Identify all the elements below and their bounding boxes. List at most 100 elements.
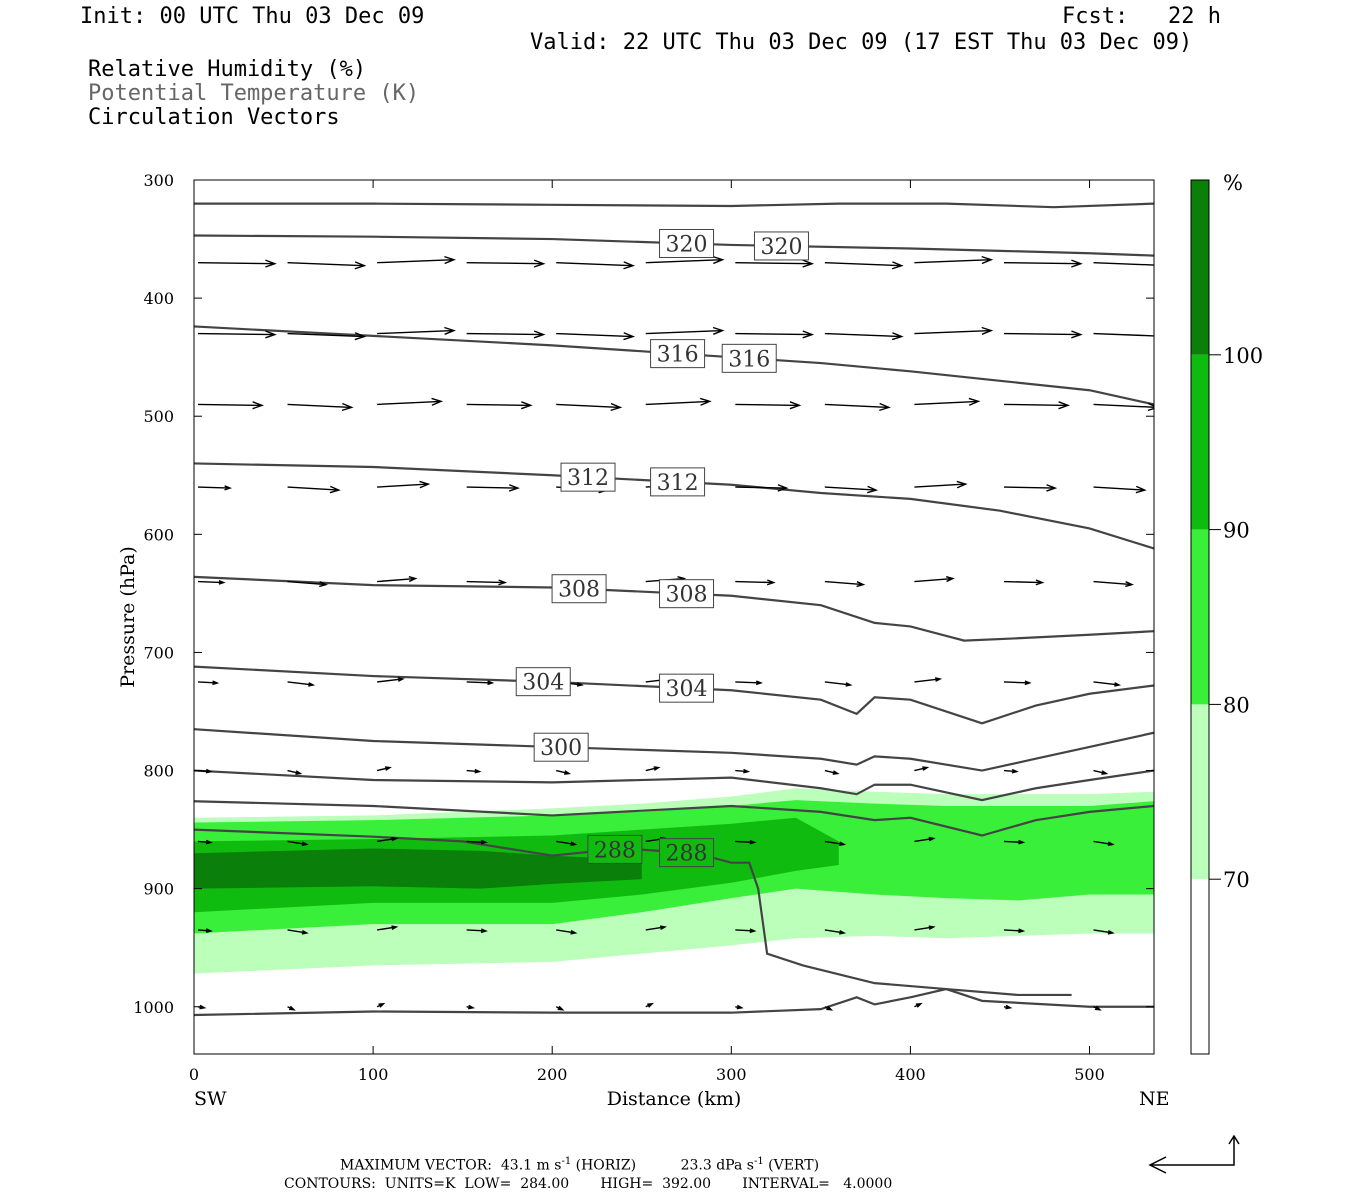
y-axis-label: Pressure (hPa) — [117, 546, 139, 688]
vector-arrow — [377, 677, 405, 683]
field-relative-humidity: Relative Humidity (%) — [88, 57, 367, 82]
x-tick-label: 0 — [189, 1065, 199, 1084]
vector-arrow — [466, 401, 533, 410]
vector-arrow — [197, 330, 277, 339]
vector-arrow — [824, 769, 840, 775]
vector-arrow — [1003, 1004, 1013, 1010]
vector-arrow — [824, 681, 853, 687]
vector-arrow — [735, 579, 776, 586]
vector-arrow — [287, 929, 309, 935]
forecast-hour: Fcst: 22 h — [1062, 4, 1221, 29]
contour-label: 300 — [540, 736, 582, 761]
vector-arrow — [735, 928, 757, 934]
vector-arrow — [555, 1005, 565, 1011]
vector-arrow — [377, 576, 418, 583]
vector-arrow — [824, 402, 891, 412]
contour-label-box — [721, 343, 777, 373]
vector-arrow — [1093, 580, 1134, 588]
vector-arrow — [287, 402, 354, 412]
vert-unit: (VERT) — [768, 1157, 820, 1174]
vector-arrow — [824, 332, 904, 341]
vector-arrow — [197, 839, 213, 845]
y-tick-label: 1000 — [133, 998, 174, 1017]
vector-arrow — [914, 677, 943, 683]
vector-arrow — [914, 326, 994, 335]
vector-arrow — [466, 928, 488, 934]
theta-contour-0 — [194, 202, 1154, 209]
vector-arrow — [824, 929, 847, 935]
contour-label: 316 — [657, 343, 699, 368]
colorbar: 70 80 90 100% — [1190, 171, 1263, 1055]
vector-arrow — [466, 680, 495, 686]
vert-value: 23.3 dPa s — [680, 1157, 754, 1174]
x-axis-label: Distance (km) — [607, 1088, 742, 1110]
contour-label-box — [515, 667, 571, 697]
vector-arrow — [735, 680, 763, 686]
vector-arrow — [1093, 485, 1147, 494]
vector-arrow — [735, 259, 815, 268]
contour-label: 320 — [666, 232, 708, 257]
field-circulation-vectors: Circulation Vectors — [88, 105, 340, 130]
vector-arrow — [287, 1005, 296, 1011]
theta-contour-312 — [194, 462, 1154, 550]
horiz-exponent: -1 — [561, 1156, 572, 1167]
vector-arrow — [914, 1002, 923, 1008]
field-potential-temperature: Potential Temperature (K) — [88, 81, 420, 106]
vector-arrow — [197, 580, 226, 585]
y-tick-label: 600 — [143, 525, 174, 544]
vector-arrow — [376, 836, 399, 843]
vector-arrow — [824, 1005, 834, 1011]
vector-arrow — [376, 925, 399, 931]
contour-label: 304 — [666, 677, 708, 702]
theta-contour-320 — [194, 234, 1154, 257]
vector-arrow — [377, 255, 456, 265]
x-tick-label: 200 — [537, 1065, 568, 1084]
contour-label-box — [753, 231, 809, 261]
vector-arrow — [1093, 929, 1115, 935]
vector-arrow — [556, 769, 571, 775]
vector-arrow — [1003, 330, 1083, 339]
contour-label: 288 — [594, 838, 636, 863]
max-vector-note: MAXIMUM VECTOR: 43.1 m s-1 (HORIZ) 23.3 … — [340, 1156, 819, 1174]
contour-label: 288 — [666, 842, 708, 867]
y-tick-label: 800 — [143, 762, 174, 781]
colorbar-label: 90 — [1223, 519, 1250, 543]
vector-arrow — [287, 332, 367, 341]
contour-label: 308 — [558, 578, 600, 603]
vector-arrow — [1093, 681, 1122, 687]
y-tick-label: 300 — [143, 171, 174, 190]
sw-label: SW — [194, 1088, 227, 1110]
vector-arrow — [735, 330, 815, 339]
y-tick-label: 700 — [143, 643, 174, 662]
contour-label: 312 — [657, 471, 699, 496]
vector-arrow — [1003, 680, 1032, 686]
vector-arrow — [466, 484, 520, 492]
vector-arrow — [556, 332, 636, 341]
vector-arrow — [197, 928, 213, 934]
colorbar-label: 80 — [1223, 693, 1250, 717]
vector-arrow — [377, 326, 456, 335]
colorbar-segment — [1191, 704, 1209, 880]
x-tick-label: 400 — [895, 1065, 926, 1084]
vector-arrow — [1003, 484, 1058, 492]
vector-arrow — [1093, 1005, 1102, 1011]
contour-label: 304 — [522, 671, 564, 696]
vector-arrow — [914, 397, 981, 406]
y-tick-label: 900 — [143, 880, 174, 899]
vector-arrow — [197, 485, 233, 491]
contour-label-box — [551, 574, 607, 604]
colorbar-frame — [1190, 179, 1210, 1055]
theta-contour-10 — [194, 987, 1154, 1017]
vector-arrow — [466, 768, 482, 774]
vector-arrow — [1003, 259, 1083, 268]
vector-arrow — [1093, 402, 1154, 412]
vector-arrow — [1093, 261, 1154, 266]
vector-arrow — [645, 1002, 655, 1008]
y-tick-label: 500 — [143, 407, 174, 426]
contour-label-box — [659, 579, 715, 609]
vector-arrow — [287, 840, 309, 847]
vector-arrow — [466, 330, 546, 339]
vector-arrow — [914, 480, 968, 489]
y-tick-label: 400 — [143, 289, 174, 308]
